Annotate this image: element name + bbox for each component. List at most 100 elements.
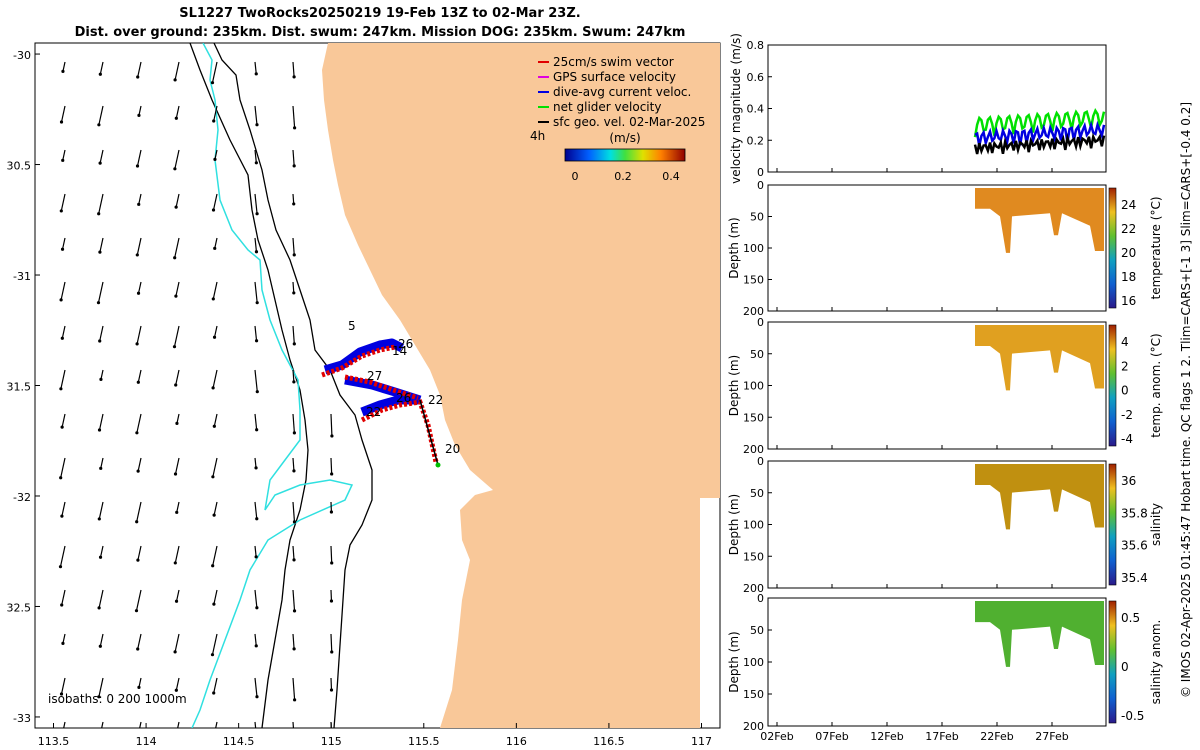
track-day-label: 27 [367,369,382,383]
colorbar-tick-label: 24 [1121,198,1136,212]
velocity-arrow-head [59,692,64,696]
velocity-arrow [98,413,104,431]
velocity-arrow-head [97,212,101,216]
colorbar-tick-label: 36 [1121,474,1136,488]
y-tick-label: 100 [743,656,764,669]
velocity-arrow [60,193,66,212]
velocity-arrow [211,61,218,83]
map-y-tick-label: -31 [13,270,31,283]
velocity-arrow-head [212,335,217,339]
velocity-arrow [60,281,66,300]
velocity-arrow [213,589,218,605]
y-tick-label: 150 [743,688,764,701]
velocity-arrow [98,589,104,608]
velocity-arrow [213,677,218,694]
velocity-arrow [330,677,333,690]
velocity-arrow [136,325,142,344]
velocity-arrow-head [135,431,139,435]
velocity-arrow-head [213,246,217,250]
velocity-arrow-head [60,603,64,607]
colorbar-tick-label: 0.5 [1121,611,1140,625]
velocity-arrow-head [173,256,177,260]
map-y-tick-label: -33 [13,712,31,725]
velocity-arrow [211,633,218,655]
velocity-arrow [254,105,258,125]
velocity-arrow [136,501,142,522]
velocity-arrow-head [60,336,64,340]
velocity-arrow [63,721,66,728]
velocity-arrow [99,545,104,558]
colorbar-tick-label: 22 [1121,222,1136,236]
velocity-arrow [137,457,142,472]
colorbar-label: temp. anom. (°C) [1149,333,1163,437]
colorbar-tick-label: 35.8 [1121,506,1148,520]
velocity-arrow [254,633,257,646]
land-mass [322,43,720,728]
velocity-arrow [292,281,295,293]
velocity-arrow [100,457,104,469]
y-tick-label: 200 [743,720,764,733]
velocity-arrow-head [292,469,296,473]
velocity-arrow [292,149,295,166]
velocity-arrow-head [174,688,178,692]
velocity-arrow-head [99,466,103,470]
y-tick-label: 0 [757,316,764,329]
velocity-arrow-head [174,294,178,298]
velocity-arrow [138,677,142,688]
map-x-tick-label: 115.5 [408,735,440,748]
velocity-arrow [292,237,295,255]
velocity-arrow [254,237,258,252]
velocity-arrow-head [255,695,259,699]
y-tick-label: 100 [743,380,764,393]
velocity-arrow [98,193,104,214]
velocity-arrow [175,369,180,386]
velocity-arrow [254,589,258,608]
velocity-arrow [175,193,180,208]
colorbar-label: salinity anom. [1149,620,1163,705]
velocity-arrow-head [135,253,139,257]
velocity-arrow-head [98,161,102,165]
velocity-arrow-head [293,736,296,739]
velocity-arrow-head [254,161,258,165]
velocity-arrow-head [212,424,216,428]
velocity-arrow [61,501,66,517]
y-tick-label: 200 [743,443,764,456]
velocity-arrow-head [136,291,141,295]
velocity-arrow-head [255,301,259,305]
colorbar-tick-label: 0 [1121,384,1129,398]
velocity-arrow-head [254,250,259,254]
velocity-arrow [100,369,104,380]
velocity-arrow [60,369,66,389]
profile-panel: 0 50 100 150 200 Depth (m) 0.5 0 -0.5 salinity an… [727,592,1163,743]
velocity-arrow [174,149,180,169]
y-tick-label: 50 [750,211,764,224]
velocity-arrow [254,413,258,430]
velocity-arrow-head [136,75,140,79]
colorbar-label: salinity [1149,503,1163,546]
velocity-arrow-head [137,202,141,206]
velocity-arrow-head [211,564,215,568]
velocity-arrow-head [136,647,140,651]
velocity-arrow [292,589,296,611]
velocity-arrow [99,237,104,253]
legend-tag: 4h [530,129,545,143]
velocity-arrow-head [99,377,103,381]
y-axis-label: velocity magnitude (m/s) [729,33,743,184]
x-tick-label: 27Feb [1035,730,1068,743]
velocity-arrow [292,369,295,382]
velocity-arrow [292,677,296,700]
velocity-arrow [213,501,218,516]
map-y-tick-label: 31.5 [7,381,32,394]
velocity-arrow [330,457,333,474]
velocity-arrow-head [329,599,334,603]
velocity-arrow-head [98,555,103,559]
velocity-arrow-head [59,298,63,302]
velocity-arrow [174,457,180,475]
velocity-arrow-head [173,650,177,654]
velocity-arrow-head [292,342,296,346]
velocity-arrow [98,105,104,125]
y-tick-label: 0 [757,455,764,468]
velocity-arrow [254,61,257,74]
velocity-arrow [97,281,104,303]
